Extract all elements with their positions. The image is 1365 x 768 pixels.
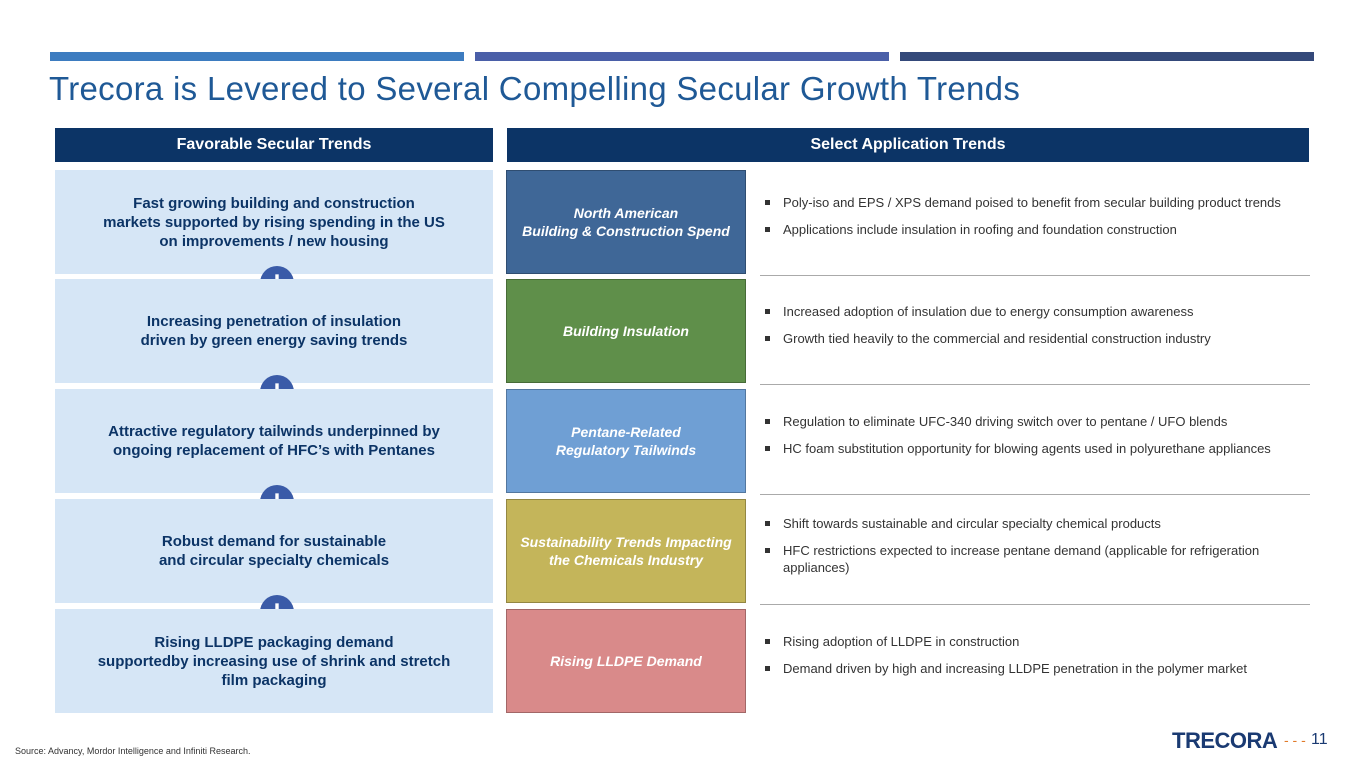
application-tile: Sustainability Trends Impacting the Chemi…	[506, 499, 746, 603]
logo: TRECORA	[1172, 728, 1278, 753]
trend-line: and circular specialty chemicals	[158, 552, 390, 569]
page-dashes: - - -	[1284, 732, 1306, 748]
trend-box: Increasing penetration of insulation driv…	[55, 279, 493, 383]
bullet-line: Poly-iso and EPS / XPS demand poised to …	[783, 195, 1281, 210]
bullet-line: Rising adoption of LLDPE in construction	[783, 634, 1020, 649]
bullet-line: Demand driven by high and increasing LLD…	[783, 661, 1247, 676]
trend-line: Rising LLDPE packaging demand	[154, 633, 394, 651]
application-line: Sustainability Trends Impacting	[520, 534, 732, 550]
application-tile: Building Insulation	[506, 279, 746, 383]
bullet-item: Increased adoption of insulation due to …	[760, 303, 1310, 320]
trend-line: Fast growing building and construction	[133, 194, 415, 212]
accent-bar	[900, 52, 1314, 61]
bullet-list: Rising adoption of LLDPE in construction…	[760, 603, 1310, 707]
bullet-item: Growth tied heavily to the commercial an…	[760, 330, 1310, 347]
trend-box: Robust demand for sustainable and circula…	[55, 499, 493, 603]
trend-line: ongoing replacement of HFC’s with Pentan…	[113, 442, 435, 459]
bullet-line: appliances)	[783, 559, 850, 575]
bullet-line: HC foam substitution opportunity for blo…	[783, 441, 1271, 456]
bullet-list: Poly-iso and EPS / XPS demand poised to …	[760, 164, 1310, 268]
trend-line: Increasing penetration of insulation	[146, 313, 402, 330]
bullet-list: Shift towards sustainable and circular s…	[760, 493, 1310, 597]
trend-box: Fast growing building and construction ma…	[55, 170, 493, 274]
bullet-line: Increased adoption of insulation due to …	[783, 304, 1194, 319]
application-line: the Chemicals Industry	[548, 552, 704, 568]
application-line: Rising LLDPE Demand	[550, 653, 702, 669]
separator	[760, 494, 1310, 495]
application-line: Building Insulation	[563, 323, 689, 339]
source-note: Source: Advancy, Mordor Intelligence and…	[15, 746, 251, 756]
bullet-item: Shift towards sustainable and circular s…	[760, 515, 1310, 532]
page-number: 11	[1311, 731, 1328, 748]
column-header: Select Application Trends	[507, 128, 1309, 162]
application-line: Regulatory Tailwinds	[555, 442, 697, 458]
application-tile: Pentane-Related Regulatory Tailwinds	[506, 389, 746, 493]
bullet-item: HFC restrictions expected to increase pe…	[760, 542, 1310, 576]
bullet-item: Regulation to eliminate UFC-340 driving …	[760, 413, 1310, 430]
bullet-item: Rising adoption of LLDPE in construction	[760, 633, 1310, 650]
trend-line: film packaging	[221, 671, 327, 689]
slide-title: Trecora is Levered to Several Compelling…	[49, 70, 1021, 107]
trend-line: supportedby increasing use of shrink and…	[97, 652, 451, 670]
trend-line: markets supported by rising spending in …	[103, 213, 445, 231]
accent-bar	[475, 52, 889, 61]
application-line: North American	[573, 205, 679, 221]
bullet-line: HFC restrictions expected to increase pe…	[783, 542, 1260, 558]
bullet-line: Growth tied heavily to the commercial an…	[783, 331, 1211, 346]
bullet-list: Increased adoption of insulation due to …	[760, 273, 1310, 377]
application-tile: Rising LLDPE Demand	[506, 609, 746, 713]
bullet-item: HC foam substitution opportunity for blo…	[760, 440, 1310, 457]
trend-line: on improvements / new housing	[159, 232, 389, 250]
trend-box: Rising LLDPE packaging demand supportedby…	[55, 609, 493, 713]
bullet-line: Applications include insulation in roofi…	[783, 222, 1177, 237]
bullet-item: Poly-iso and EPS / XPS demand poised to …	[760, 194, 1310, 211]
application-tile: North American Building & Construction Sp…	[506, 170, 746, 274]
application-line: Building & Construction Spend	[522, 223, 730, 239]
column-header: Favorable Secular Trends	[55, 128, 493, 162]
application-line: Pentane-Related	[571, 424, 681, 440]
bullet-line: Regulation to eliminate UFC-340 driving …	[783, 414, 1228, 429]
accent-bar	[50, 52, 464, 61]
separator	[760, 275, 1310, 276]
trend-line: Robust demand for sustainable	[161, 533, 387, 550]
bullet-list: Regulation to eliminate UFC-340 driving …	[760, 383, 1310, 487]
trend-line: driven by green energy saving trends	[140, 332, 408, 349]
trend-line: Attractive regulatory tailwinds underpin…	[108, 423, 440, 440]
trend-box: Attractive regulatory tailwinds underpin…	[55, 389, 493, 493]
separator	[760, 604, 1310, 605]
bullet-line: Shift towards sustainable and circular s…	[783, 515, 1161, 531]
bullet-item: Demand driven by high and increasing LLD…	[760, 660, 1310, 677]
separator	[760, 384, 1310, 385]
bullet-item: Applications include insulation in roofi…	[760, 221, 1310, 238]
